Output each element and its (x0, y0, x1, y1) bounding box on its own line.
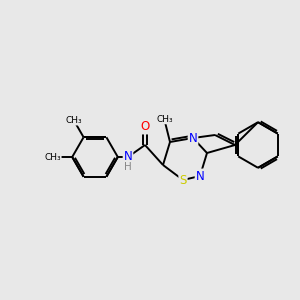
Text: N: N (189, 131, 197, 145)
Text: CH₃: CH₃ (65, 116, 82, 125)
Text: H: H (124, 162, 132, 172)
Text: CH₃: CH₃ (157, 115, 173, 124)
Text: CH₃: CH₃ (44, 152, 61, 161)
Text: N: N (124, 151, 132, 164)
Text: N: N (196, 169, 204, 182)
Text: S: S (179, 173, 187, 187)
Text: O: O (140, 121, 150, 134)
